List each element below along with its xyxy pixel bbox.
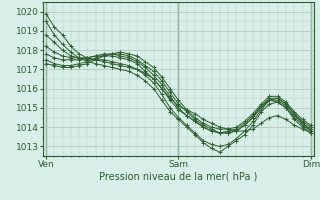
X-axis label: Pression niveau de la mer( hPa ): Pression niveau de la mer( hPa )	[99, 172, 258, 182]
